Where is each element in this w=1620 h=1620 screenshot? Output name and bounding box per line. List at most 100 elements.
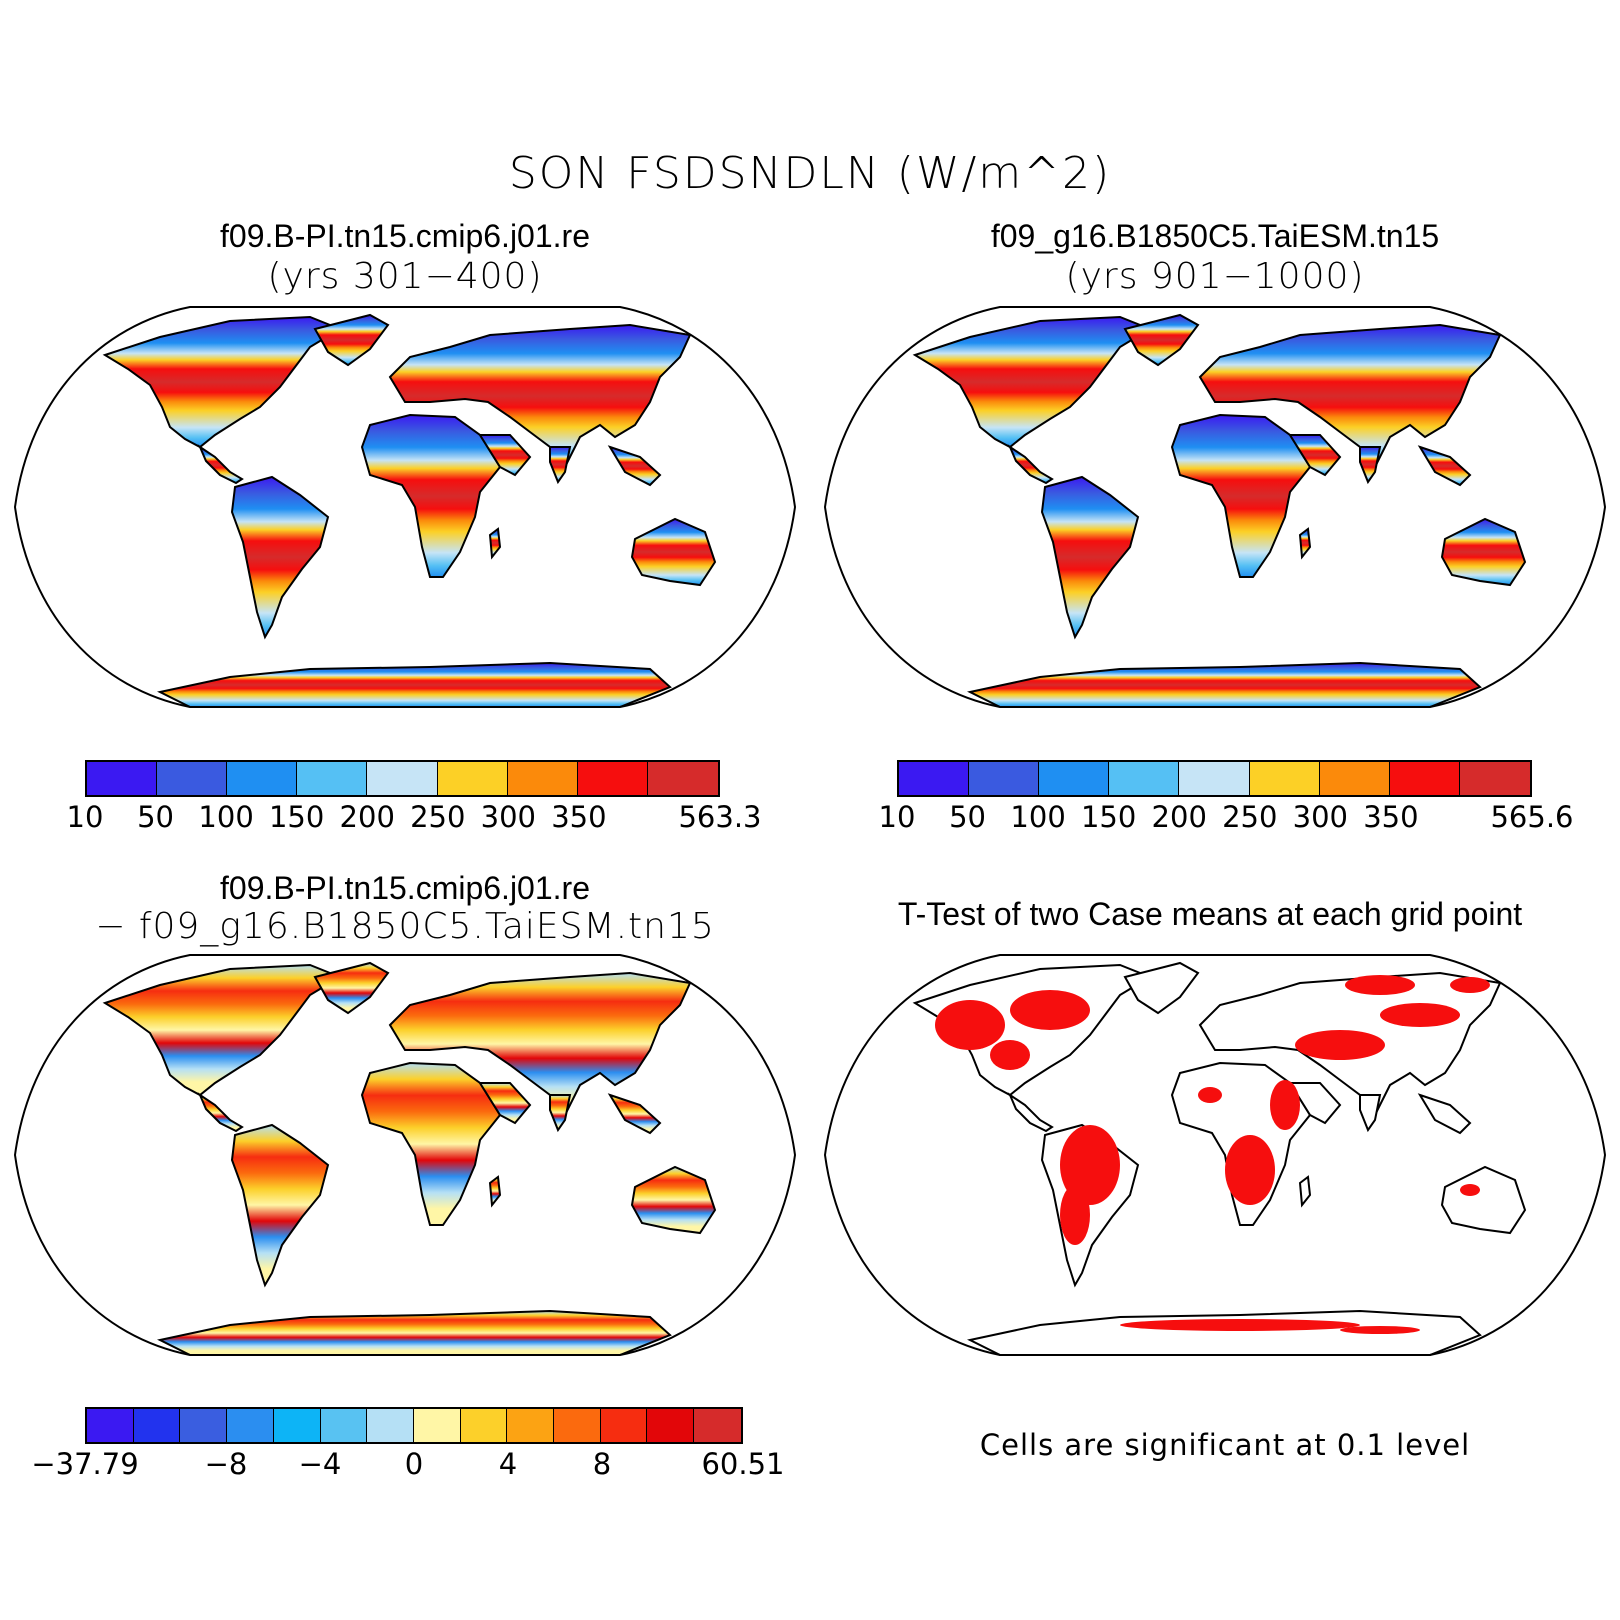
colorbar-top-right-labels: 10 50 100 150 200 250 300 350 565.6 — [879, 800, 1574, 840]
map-bottom-right — [820, 954, 1610, 1356]
continent-india — [549, 1094, 572, 1133]
colorbar-tick-label: 50 — [137, 800, 174, 834]
colorbar-swatch — [87, 762, 158, 795]
panel-tr-subtitle: (yrs 901−1000) — [1065, 256, 1365, 297]
continent-greenland — [1123, 313, 1200, 367]
colorbar-tick-label: 150 — [1080, 800, 1137, 834]
colorbar-swatch — [969, 762, 1040, 795]
colorbar-tick-label: 563.3 — [678, 800, 762, 834]
continent-india — [549, 446, 572, 485]
colorbar-swatch — [157, 762, 228, 795]
continent-eurasia — [1198, 323, 1502, 469]
map-frame — [823, 306, 1607, 708]
colorbar-swatch — [320, 1409, 368, 1442]
colorbar-top-right — [897, 760, 1532, 797]
continent-arabia — [1288, 434, 1342, 477]
colorbar-tick-label: 565.6 — [1490, 800, 1574, 834]
map-bottom-left — [10, 954, 800, 1356]
colorbar-swatch — [437, 762, 508, 795]
colorbar-tick-label: 150 — [268, 800, 325, 834]
significant-region — [1225, 1135, 1275, 1205]
panel-br-title: T-Test of two Case means at each grid po… — [897, 896, 1523, 932]
continent-seAsia — [607, 1093, 662, 1135]
continent-india — [1359, 446, 1382, 485]
continent-madagascar — [1298, 527, 1312, 560]
continent-southAmerica — [1040, 475, 1140, 640]
colorbar-top-left-labels: 10 50 100 150 200 250 300 350 563.3 — [67, 800, 762, 840]
significant-region — [1010, 990, 1090, 1030]
colorbar-swatch — [694, 1409, 741, 1442]
continent-northAmerica — [102, 963, 343, 1097]
continent-madagascar — [488, 1175, 502, 1208]
continent-africa — [1170, 413, 1312, 578]
continent-madagascar — [488, 527, 502, 560]
colorbar-swatch — [647, 762, 718, 795]
continent-centralAmerica — [197, 1092, 244, 1133]
panel-bl-title: f09.B-PI.tn15.cmip6.j01.re — [220, 870, 590, 906]
continent-southAmerica — [230, 1123, 330, 1288]
continent-australia — [630, 1165, 717, 1235]
continent-antarctica — [967, 661, 1482, 707]
colorbar-bottom-left-labels: −37.79 −8 −4 0 4 8 60.51 — [31, 1447, 784, 1487]
world-map-test-case — [823, 306, 1607, 708]
continent-southAmerica — [230, 475, 330, 640]
world-map-control-case — [13, 306, 797, 708]
continent-arabia — [478, 434, 532, 477]
continent-greenland — [313, 313, 390, 367]
colorbar-swatch — [367, 1409, 414, 1442]
map-top-left — [10, 306, 800, 708]
colorbar-tick-label: 300 — [480, 800, 537, 834]
continent-antarctica — [157, 1309, 672, 1355]
colorbar-swatch — [554, 1409, 601, 1442]
significant-region — [1198, 1087, 1222, 1103]
colorbar-swatch — [1109, 762, 1180, 795]
significant-region — [1270, 1080, 1300, 1130]
colorbar-tick-label: 250 — [410, 800, 466, 834]
panel-bl-subtitle: − f09_g16.B1850C5.TaiESM.tn15 — [95, 906, 715, 947]
world-map-ttest — [823, 954, 1607, 1356]
colorbar-swatch — [180, 1409, 228, 1442]
colorbar-tick-label: 10 — [66, 800, 104, 834]
significant-region — [990, 1040, 1030, 1070]
colorbar-top-left — [85, 760, 720, 797]
colorbar-tick-label: 100 — [1010, 800, 1066, 834]
colorbar-tick-label: 0 — [404, 1447, 424, 1481]
significant-region — [935, 1000, 1005, 1050]
continent-australia — [630, 517, 717, 587]
significance-note: Cells are significant at 0.1 level — [979, 1428, 1471, 1462]
continent-greenland — [1123, 961, 1200, 1015]
colorbar-swatch — [507, 1409, 555, 1442]
significant-region — [1345, 975, 1415, 995]
colorbar-swatch — [647, 1409, 695, 1442]
colorbar-swatch — [1039, 762, 1110, 795]
continent-india — [1359, 1094, 1382, 1133]
colorbar-tick-label: 250 — [1222, 800, 1278, 834]
map-frame — [823, 954, 1607, 1356]
significant-region — [1460, 1184, 1480, 1196]
continent-centralAmerica — [1007, 444, 1054, 485]
colorbar-tick-label: 300 — [1292, 800, 1349, 834]
significant-region — [1380, 1003, 1460, 1027]
continent-africa — [360, 413, 502, 578]
colorbar-swatch — [1319, 762, 1390, 795]
colorbar-swatch — [413, 1409, 461, 1442]
colorbar-swatch — [1179, 762, 1250, 795]
continent-arabia — [478, 1082, 532, 1125]
continent-seAsia — [607, 445, 662, 487]
continent-northAmerica — [912, 963, 1153, 1097]
colorbar-tick-label: −4 — [298, 1447, 342, 1481]
continent-northAmerica — [102, 315, 343, 449]
colorbar-swatch — [507, 762, 578, 795]
continent-australia — [1440, 517, 1527, 587]
map-frame — [13, 954, 797, 1356]
map-frame — [13, 306, 797, 708]
significant-region — [1295, 1030, 1385, 1060]
colorbar-swatch — [1459, 762, 1530, 795]
colorbar-tick-label: 50 — [949, 800, 986, 834]
colorbar-tick-label: 350 — [1363, 800, 1419, 834]
significant-region — [1120, 1319, 1360, 1331]
colorbar-swatch — [227, 762, 298, 795]
panel-tr-title: f09_g16.B1850C5.TaiESM.tn15 — [990, 218, 1440, 254]
continent-seAsia — [1417, 1093, 1472, 1135]
world-map-difference — [13, 954, 797, 1356]
